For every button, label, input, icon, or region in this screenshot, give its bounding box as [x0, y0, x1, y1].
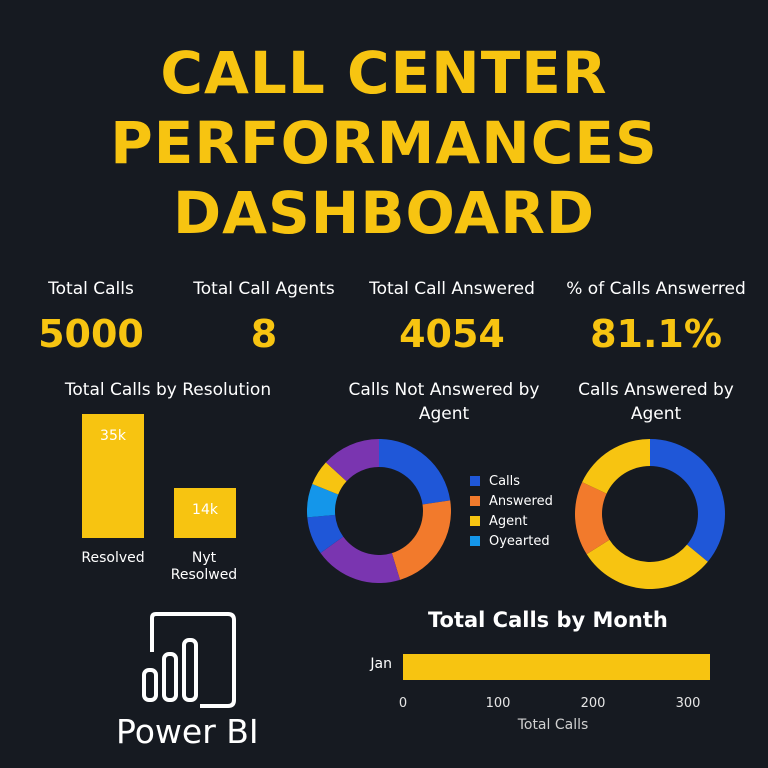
answered-slice-1 [586, 539, 708, 589]
not-answered-slice-4 [307, 483, 339, 518]
answered-slice-3 [582, 439, 650, 494]
legend-label-calls: Calls [489, 473, 521, 489]
answered-slice-0 [650, 439, 725, 562]
kpi-total-agents-label: Total Call Agents [193, 279, 335, 299]
x-tick-200: 200 [580, 696, 606, 711]
not-answered-slice-3 [307, 514, 344, 553]
kpi-total-answered-value: 4054 [399, 312, 505, 356]
legend-item-answered: Answered [470, 491, 553, 511]
month-chart-title: Total Calls by Month [428, 608, 668, 632]
legend-swatch-agent [470, 516, 480, 526]
legend-label-answered: Answered [489, 493, 553, 509]
power-bi-logo-icon [142, 612, 236, 708]
month-bar-jan [403, 654, 710, 680]
kpi-total-calls-label: Total Calls [48, 279, 134, 299]
title-line-1: CALL CENTER [160, 39, 608, 107]
month-category-label-jan: Jan [370, 656, 392, 672]
legend-swatch-oyearted [470, 536, 480, 546]
legend-swatch-answered [470, 496, 480, 506]
kpi-percent-answered-label: % of Calls Answerred [566, 279, 746, 299]
month-x-axis-label: Total Calls [517, 717, 589, 733]
legend-label-agent: Agent [489, 513, 528, 529]
legend-item-oyearted: Oyearted [470, 531, 553, 551]
category-label-resolved: Resolved [81, 550, 145, 566]
x-tick-0: 0 [398, 696, 408, 711]
power-bi-wordmark: Power BI [116, 712, 259, 751]
legend-swatch-calls [470, 476, 480, 486]
not-answered-chart-title: Calls Not Answered by Agent [348, 380, 540, 424]
kpi-total-calls-value: 5000 [38, 312, 144, 356]
not-answered-slice-2 [320, 536, 401, 583]
x-tick-300: 300 [675, 696, 701, 711]
resolution-bar-chart: 35k 14k Resolved Nyt Resolwed [70, 400, 270, 600]
answered-chart-title: Calls Answered by Agent [578, 380, 734, 424]
x-tick-100: 100 [485, 696, 511, 711]
bar-label-resolved: 35k [100, 428, 126, 444]
kpi-total-answered-label: Total Call Answered [369, 279, 535, 299]
legend-label-oyearted: Oyearted [489, 533, 550, 549]
not-answered-slice-0 [379, 439, 451, 505]
dashboard-title: CALL CENTER PERFORMANCES DASHBOARD [0, 38, 768, 248]
kpi-percent-answered-value: 81.1% [590, 312, 722, 356]
kpi-total-agents-value: 8 [250, 312, 278, 356]
bar-resolved [82, 414, 144, 538]
not-answered-donut-chart [307, 439, 451, 583]
bar-label-not-resolved: 14k [192, 502, 218, 519]
category-label-not-resolved: Nyt Resolwed [170, 550, 238, 583]
legend-item-calls: Calls [470, 471, 553, 491]
not-answered-slice-5 [312, 462, 347, 495]
resolution-chart-title: Total Calls by Resolution [64, 380, 272, 400]
title-line-3: DASHBOARD [173, 179, 595, 247]
title-line-2: PERFORMANCES [110, 109, 658, 177]
answered-donut-chart [575, 439, 725, 589]
not-answered-slice-6 [325, 439, 379, 482]
answered-slice-2 [575, 482, 610, 555]
bar-not-resolved [174, 488, 236, 538]
not-answered-legend: Calls Answered Agent Oyearted [470, 471, 553, 551]
legend-item-agent: Agent [470, 511, 553, 531]
not-answered-slice-1 [391, 500, 451, 580]
